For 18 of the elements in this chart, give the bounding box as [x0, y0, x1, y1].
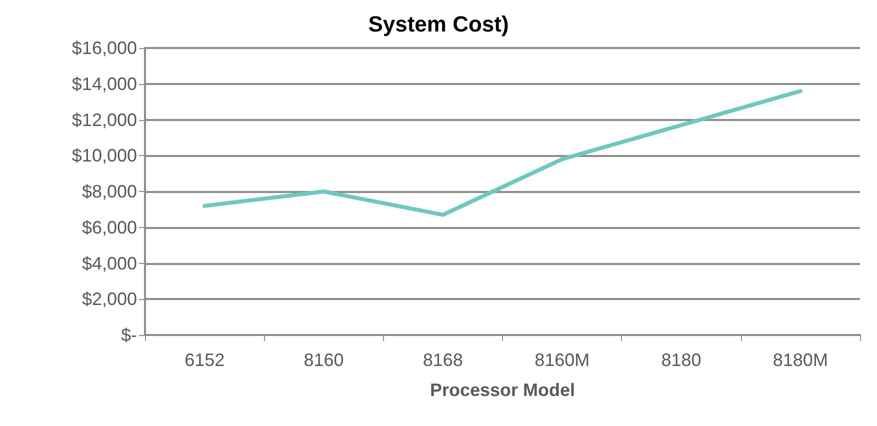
x-tick-label: 8180M: [772, 350, 828, 370]
x-tick-label: 8180: [661, 350, 702, 370]
chart-title: System Cost): [368, 12, 509, 36]
y-tick-label: $16,000: [72, 38, 137, 58]
x-tick-label: 8160M: [534, 350, 590, 370]
x-tick-label: 8160: [304, 350, 344, 370]
line-series: [202, 89, 802, 217]
y-tick-label: $14,000: [72, 74, 137, 94]
y-tick-label: $8,000: [82, 182, 137, 202]
y-tick-label: $10,000: [72, 146, 137, 166]
y-tick-label: $2,000: [82, 289, 137, 310]
y-tick-label: $4,000: [82, 253, 137, 274]
y-tick-label: $12,000: [72, 110, 137, 130]
x-tick-label: 6152: [184, 350, 225, 370]
y-tick-label: $6,000: [82, 217, 137, 238]
x-tick-label: 8168: [422, 350, 463, 370]
x-axis-title: Processor Model: [430, 380, 576, 400]
y-tick-label: $-: [120, 325, 137, 345]
